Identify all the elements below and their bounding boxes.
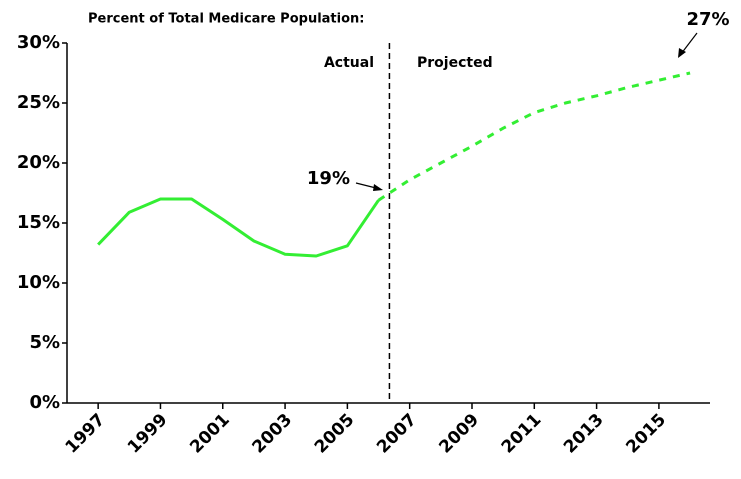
x-tick-label: 2007: [373, 410, 421, 458]
y-tick-label: 20%: [17, 152, 60, 173]
y-tick-label: 5%: [29, 332, 60, 353]
arrow-head: [373, 184, 383, 191]
legend-projected: Projected: [417, 55, 493, 71]
legend-actual: Actual: [324, 55, 374, 71]
chart-title: Percent of Total Medicare Population:: [88, 12, 364, 27]
arrow: [680, 32, 698, 55]
x-tick-label: 2003: [249, 410, 297, 458]
y-tick-label: 25%: [17, 92, 60, 113]
y-tick-label: 10%: [17, 272, 60, 293]
x-tick-label: 1997: [62, 410, 110, 458]
x-tick-label: 2015: [622, 410, 670, 458]
x-tick-label: 2001: [186, 410, 234, 458]
x-tick-label: 2005: [311, 410, 359, 458]
annotation: 19%: [307, 168, 350, 189]
annotation: 27%: [686, 9, 729, 30]
arrow-head: [678, 48, 686, 58]
y-tick-label: 30%: [17, 32, 60, 53]
line: [97, 197, 380, 258]
x-tick-label: 2011: [498, 410, 546, 458]
y-tick-label: 15%: [17, 212, 60, 233]
x-tick-label: 2013: [560, 410, 608, 458]
line: [377, 71, 691, 202]
y-tick-label: 0%: [29, 392, 60, 413]
x-tick-label: 2009: [435, 410, 483, 458]
x-tick-label: 1999: [124, 410, 172, 458]
